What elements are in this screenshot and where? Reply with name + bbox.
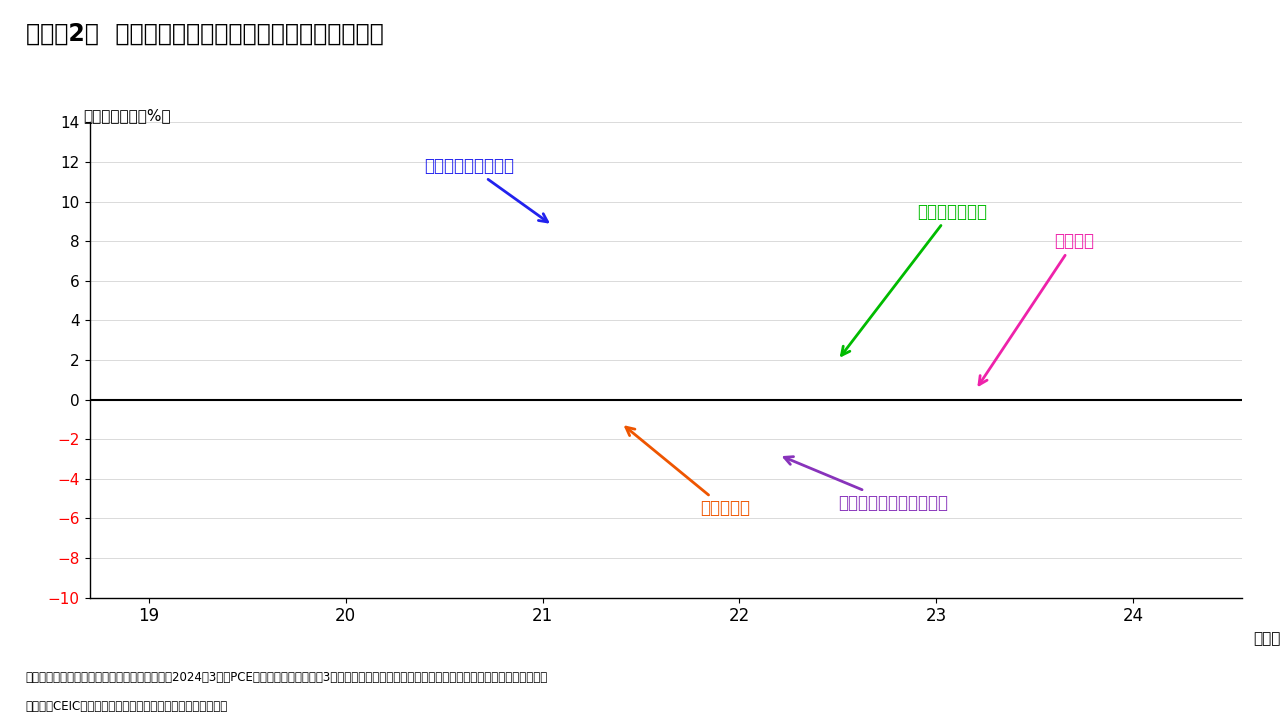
Text: 人口要因: 人口要因 bbox=[979, 232, 1094, 384]
Text: （年）: （年） bbox=[1253, 631, 1280, 646]
Text: 労働参加率要因: 労働参加率要因 bbox=[841, 202, 987, 356]
Text: （注）見やすさのため、縦軸を限定している。2024年3月のPCEデフレーターは、過去3カ月間の前月比の平均での伸びが続くと仮定してインベスコが試算。: （注）見やすさのため、縦軸を限定している。2024年3月のPCEデフレーターは、… bbox=[26, 671, 548, 684]
Text: １人あたり実質賃金要因: １人あたり実質賃金要因 bbox=[785, 456, 948, 511]
Text: 民間部門実質総賃金: 民間部門実質総賃金 bbox=[425, 157, 548, 222]
Text: （前年同月比、%）: （前年同月比、%） bbox=[83, 108, 170, 123]
Text: 失業率要因: 失業率要因 bbox=[626, 427, 750, 518]
Text: （出所）CEICよりインベスコ作成。一部はインベスコが推計: （出所）CEICよりインベスコ作成。一部はインベスコが推計 bbox=[26, 700, 228, 713]
Text: （図表2）  米国：民間部門における実質総賃金の推移: （図表2） 米国：民間部門における実質総賃金の推移 bbox=[26, 22, 383, 45]
